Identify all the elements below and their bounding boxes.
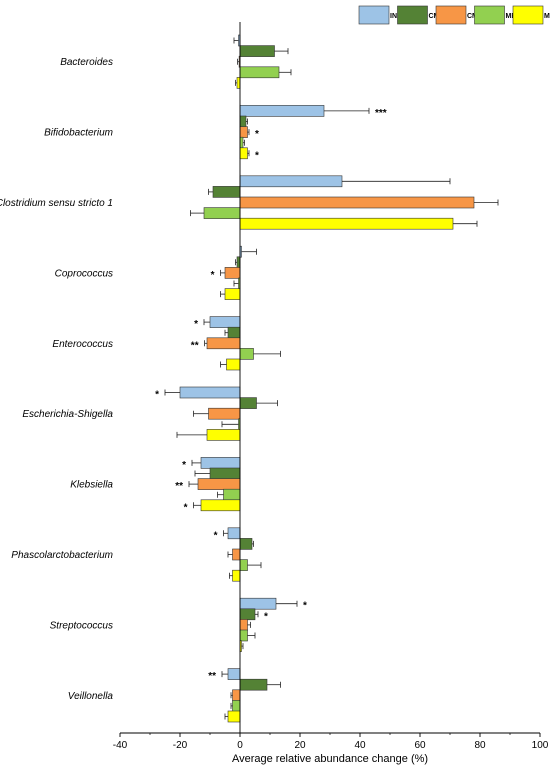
bar-mef xyxy=(227,710,241,723)
category-label: Enterococcus xyxy=(52,339,113,350)
bar-cmf xyxy=(232,548,241,561)
bar-cme xyxy=(239,608,256,621)
bar-inl xyxy=(227,668,241,680)
bar-cme xyxy=(239,115,247,128)
bar-inl xyxy=(209,316,241,328)
x-axis: -40 -20 0 20 40 60 80 100 xyxy=(113,22,549,751)
bars-layer: ******************* xyxy=(155,34,499,723)
bar-inl xyxy=(200,457,241,469)
x-tick-label: -20 xyxy=(173,740,188,751)
bar-mef xyxy=(226,358,241,371)
significance-marker: * xyxy=(303,601,307,612)
bar-cme xyxy=(227,326,241,339)
bar-mef xyxy=(224,288,241,300)
x-tick-label: 80 xyxy=(474,740,486,751)
bar-cmf xyxy=(239,619,248,631)
legend-label-mef: MEF xyxy=(544,13,550,20)
bar-cmf xyxy=(239,196,475,209)
legend-swatch-mef xyxy=(512,5,544,25)
bar-cme xyxy=(239,678,268,691)
x-tick-label: 100 xyxy=(532,740,549,751)
bar-inl xyxy=(239,175,343,188)
significance-marker: ** xyxy=(175,481,183,492)
category-label: Streptococcus xyxy=(50,620,113,631)
bar-mee xyxy=(239,348,254,360)
bar-cme xyxy=(239,538,253,550)
significance-marker: * xyxy=(182,460,186,471)
category-label: Escherichia-Shigella xyxy=(22,409,113,420)
bar-cmf xyxy=(232,689,241,702)
bar-cmf xyxy=(197,478,241,490)
x-axis-title: Average relative abundance change (%) xyxy=(232,753,428,765)
x-tick-label: -40 xyxy=(113,740,128,751)
category-labels: Bacteroides Bifidobacterium Clostridium se… xyxy=(0,57,113,702)
bar-mef xyxy=(239,147,248,160)
significance-marker: * xyxy=(194,319,198,330)
category-label: Klebsiella xyxy=(70,480,113,491)
bar-mef xyxy=(232,569,241,582)
category-label: Bacteroides xyxy=(60,57,113,68)
significance-marker: * xyxy=(264,611,268,622)
bar-mef xyxy=(200,499,241,512)
bar-cme xyxy=(239,397,257,409)
legend-swatch-inl xyxy=(358,5,390,25)
x-tick-label: 0 xyxy=(237,740,243,751)
bar-mee xyxy=(239,66,280,79)
bar-inl xyxy=(239,597,277,610)
category-label: Bifidobacterium xyxy=(44,128,113,139)
bar-mee xyxy=(239,559,248,571)
significance-marker: * xyxy=(155,390,159,401)
significance-marker: * xyxy=(184,502,188,513)
bar-mef xyxy=(206,429,241,441)
x-tick-label: 60 xyxy=(414,740,426,751)
legend-swatch-cme xyxy=(397,5,428,25)
legend-swatch-cmf xyxy=(435,5,467,25)
bar-cme xyxy=(239,45,275,57)
bar-inl xyxy=(227,527,241,540)
bar-mee xyxy=(203,207,241,219)
bar-cmf xyxy=(206,337,241,350)
bar-inl xyxy=(239,105,325,117)
x-tick-label: 40 xyxy=(354,740,366,751)
legend: INLCMECMFMEEMEF xyxy=(358,5,550,25)
category-label: Clostridium sensu stricto 1 xyxy=(0,198,113,209)
bar-mee xyxy=(223,488,241,501)
category-label: Coprococcus xyxy=(55,268,113,279)
bar-cme xyxy=(209,467,241,480)
significance-marker: * xyxy=(255,129,259,140)
bar-mee xyxy=(232,700,241,712)
bar-cmf xyxy=(208,407,241,420)
significance-marker: *** xyxy=(375,108,387,119)
significance-marker: * xyxy=(255,150,259,161)
significance-marker: ** xyxy=(191,340,199,351)
category-label: Phascolarctobacterium xyxy=(11,550,113,561)
bar-mee xyxy=(239,629,248,642)
bar-cmf xyxy=(224,267,241,279)
significance-marker: * xyxy=(214,530,218,541)
bar-cmf xyxy=(239,126,248,138)
bar-inl xyxy=(179,386,241,399)
category-label: Veillonella xyxy=(68,691,114,702)
legend-label-inl: INL xyxy=(390,13,402,20)
significance-marker: ** xyxy=(208,671,216,682)
x-tick-label: 20 xyxy=(294,740,306,751)
bar-cme xyxy=(212,186,241,198)
significance-marker: * xyxy=(211,270,215,281)
bar-mef xyxy=(239,217,454,230)
legend-swatch-mee xyxy=(474,5,505,25)
